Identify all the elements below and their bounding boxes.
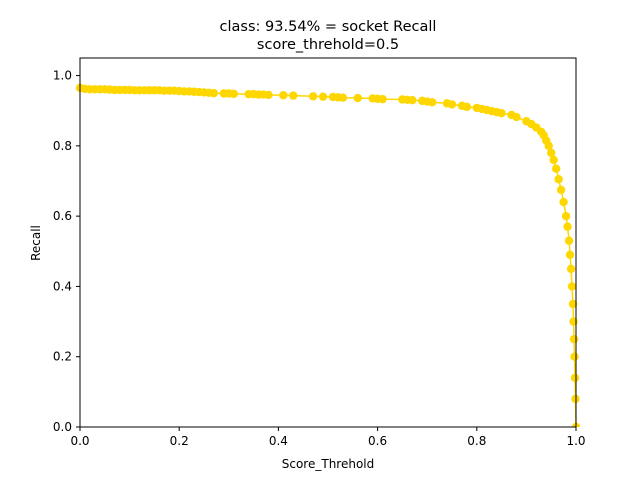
data-point — [549, 155, 558, 165]
x-tick-label: 1.0 — [566, 434, 585, 448]
data-point — [497, 108, 506, 118]
data-point — [229, 89, 238, 99]
x-tick-label: 0.2 — [170, 434, 189, 448]
data-point — [462, 102, 472, 112]
y-tick-label: 0.0 — [53, 420, 72, 434]
data-point — [209, 88, 219, 98]
data-point — [554, 175, 563, 184]
x-tick-label: 0.8 — [467, 434, 486, 448]
data-point — [567, 282, 577, 291]
data-point — [378, 94, 387, 104]
data-point — [551, 164, 561, 173]
data-point — [564, 236, 574, 245]
x-tick-label: 0.0 — [70, 434, 89, 448]
y-tick-label: 0.4 — [53, 279, 72, 293]
data-point — [565, 250, 575, 259]
data-point — [570, 373, 580, 382]
data-point — [289, 91, 298, 100]
data-point — [561, 211, 571, 221]
y-tick-label: 0.2 — [53, 350, 72, 364]
data-point — [512, 112, 521, 122]
data-point — [568, 299, 578, 309]
data-point — [547, 148, 556, 158]
data-point — [279, 91, 288, 100]
data-point — [264, 90, 273, 100]
x-tick-label: 0.4 — [269, 434, 288, 448]
data-point — [447, 100, 457, 109]
data-point — [318, 92, 328, 101]
x-axis-label: Score_Threhold — [282, 457, 375, 471]
y-tick-label: 0.8 — [53, 139, 72, 153]
data-point — [353, 93, 362, 103]
series-0 — [75, 83, 581, 427]
y-axis-label: Recall — [29, 225, 43, 261]
chart-title: class: 93.54% = socket Recall — [220, 19, 437, 35]
data-point — [544, 141, 553, 151]
y-tick-label: 0.6 — [53, 209, 72, 223]
data-point — [308, 92, 318, 101]
data-point — [408, 95, 417, 105]
data-point — [569, 334, 579, 344]
data-point — [563, 222, 572, 231]
data-point — [570, 352, 579, 361]
axes-frame — [79, 57, 577, 428]
y-tick-label: 1.0 — [53, 69, 72, 83]
x-tick-label: 0.6 — [368, 434, 387, 448]
data-point — [556, 185, 566, 194]
chart-subtitle: score_threhold=0.5 — [257, 37, 399, 53]
data-point — [338, 93, 348, 102]
data-point — [559, 197, 568, 207]
axis-ticks: 0.0 0.2 0.4 0.6 0.8 1.0 0.0 0.2 0.4 0.6 0.8 1.0 — [53, 69, 586, 448]
data-point — [566, 264, 576, 274]
plot-area — [75, 83, 581, 427]
data-point — [427, 98, 437, 107]
